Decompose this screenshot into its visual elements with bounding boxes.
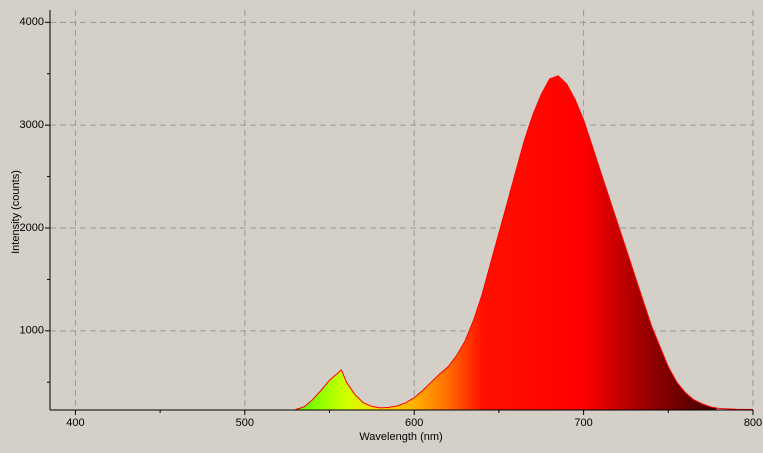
y-tick-label: 1000 <box>20 325 44 337</box>
spectrum-line <box>295 75 754 410</box>
x-tick-label: 600 <box>405 417 423 429</box>
y-axis-label: Intensity (counts) <box>10 170 22 254</box>
spectrum-area <box>295 75 753 411</box>
y-tick-label: 4000 <box>20 16 44 28</box>
x-tick-label: 700 <box>574 417 592 429</box>
x-axis-label: Wavelength (nm) <box>359 431 442 443</box>
x-tick-label: 400 <box>66 417 84 429</box>
y-tick-label: 2000 <box>20 222 44 234</box>
x-tick-label: 500 <box>236 417 254 429</box>
y-tick-label: 3000 <box>20 119 44 131</box>
x-tick-label: 800 <box>744 417 762 429</box>
